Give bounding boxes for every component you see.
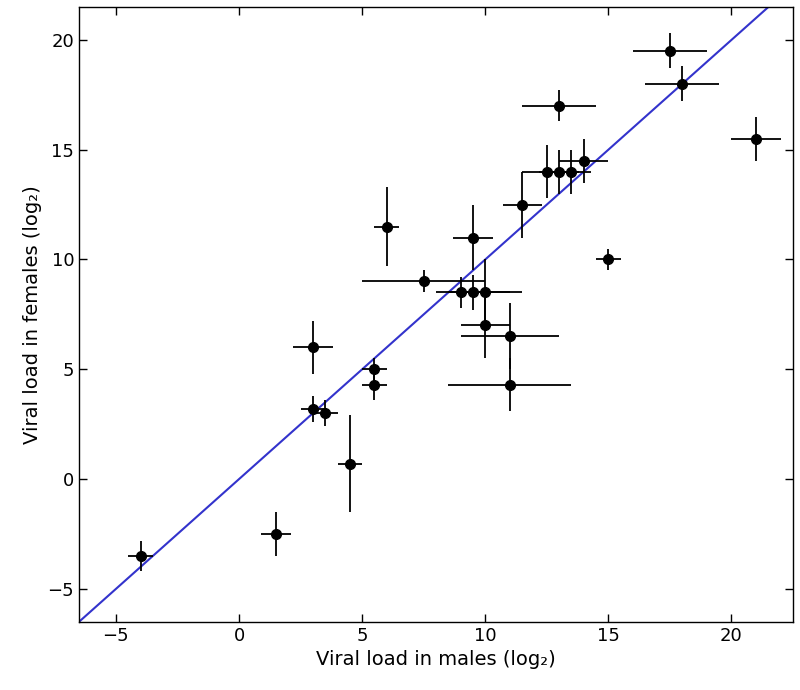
X-axis label: Viral load in males (log₂): Viral load in males (log₂) — [316, 650, 556, 669]
Y-axis label: Viral load in females (log₂): Viral load in females (log₂) — [23, 185, 42, 444]
